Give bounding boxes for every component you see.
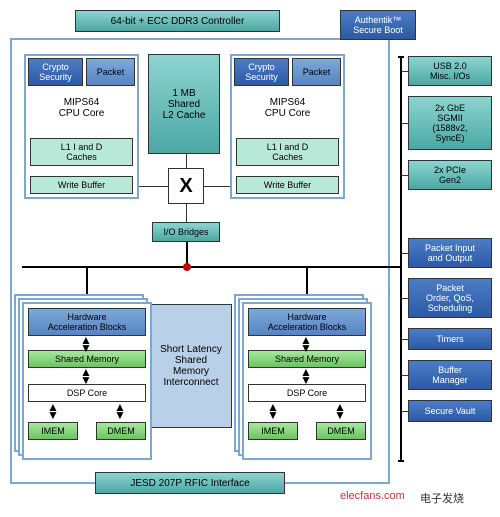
io-bridges: I/O Bridges — [152, 222, 220, 242]
hw-label: Hardware Acceleration Blocks — [48, 312, 127, 332]
cpu-left-core: MIPS64 CPU Core — [28, 88, 135, 128]
hw-label-r: Hardware Acceleration Blocks — [268, 312, 347, 332]
crossbar: X — [168, 168, 204, 204]
dsp-right-imem: IMEM — [248, 422, 298, 440]
rfic-label: JESD 207P RFIC Interface — [130, 478, 249, 489]
rfic-box: JESD 207P RFIC Interface — [95, 472, 285, 494]
connector — [86, 266, 88, 294]
dspcore-label: DSP Core — [67, 388, 107, 398]
pktio-label: Packet Input and Output — [425, 243, 475, 263]
buffer-box: Buffer Manager — [408, 360, 492, 390]
usb-box: USB 2.0 Misc. I/Os — [408, 56, 492, 86]
site-credit: elecfans.com — [340, 490, 405, 502]
vault-box: Secure Vault — [408, 400, 492, 422]
wb-label-r: Write Buffer — [264, 180, 311, 190]
usb-label: USB 2.0 Misc. I/Os — [430, 61, 470, 81]
connector — [306, 266, 308, 294]
connector — [186, 204, 187, 222]
buffer-label: Buffer Manager — [432, 365, 468, 385]
connector — [401, 71, 408, 72]
mips-label: MIPS64 CPU Core — [59, 97, 105, 119]
site-label: elecfans.com — [340, 490, 405, 502]
bus-node-icon — [183, 263, 191, 271]
connector — [401, 375, 408, 376]
cross-label: X — [179, 175, 192, 198]
dsp-right-dmem: DMEM — [316, 422, 366, 440]
l1-label: L1 I and D Caches — [61, 142, 103, 162]
cpu-left-l1: L1 I and D Caches — [30, 138, 133, 166]
arrow-icon: ▲▼ — [47, 403, 59, 419]
pcie-box: 2x PCIe Gen2 — [408, 160, 492, 190]
dspcore-label-r: DSP Core — [287, 388, 327, 398]
imem-label: IMEM — [41, 426, 65, 436]
arrow-icon: ▲▼ — [334, 403, 346, 419]
connector — [401, 123, 408, 124]
packet-label: Packet — [97, 67, 125, 77]
cpu-right-l1: L1 I and D Caches — [236, 138, 339, 166]
cpu-right-core: MIPS64 CPU Core — [234, 88, 341, 128]
timers-label: Timers — [436, 334, 463, 344]
gbe-label: 2x GbE SGMII (1588v2, SyncE) — [432, 103, 467, 143]
pcie-label: 2x PCIe Gen2 — [434, 165, 466, 185]
pkt-io-box: Packet Input and Output — [408, 238, 492, 268]
arrow-icon: ▲▼ — [300, 368, 312, 384]
dmem-label-r: DMEM — [327, 426, 355, 436]
authentik-box: Authentik™ Secure Boot — [340, 10, 416, 40]
iobridge-label: I/O Bridges — [163, 227, 208, 237]
connector — [401, 411, 408, 412]
ddr-label: 64-bit + ECC DDR3 Controller — [111, 16, 245, 27]
arrow-icon: ▲▼ — [114, 403, 126, 419]
connector — [401, 253, 408, 254]
arrow-icon: ▲▼ — [80, 368, 92, 384]
dsp-left-hw: Hardware Acceleration Blocks — [28, 308, 146, 336]
right-bus-cap — [398, 56, 404, 58]
crypto-label-r: Crypto Security — [245, 62, 278, 82]
ddr-controller: 64-bit + ECC DDR3 Controller — [75, 10, 280, 32]
timers-box: Timers — [408, 328, 492, 350]
right-bus-cap2 — [398, 460, 404, 462]
pktorder-label: Packet Order, QoS, Scheduling — [426, 283, 474, 313]
authentik-label: Authentik™ Secure Boot — [353, 15, 403, 35]
bus-line — [22, 266, 400, 268]
arrow-icon: ▲▼ — [80, 336, 92, 352]
cpu-right-packet: Packet — [292, 58, 341, 86]
cpu-right-wb: Write Buffer — [236, 176, 339, 194]
arrow-icon: ▲▼ — [300, 336, 312, 352]
dsp-left-dmem: DMEM — [96, 422, 146, 440]
connector — [401, 298, 408, 299]
cn-label: 电子发烧 — [420, 493, 464, 505]
mips-label-r: MIPS64 CPU Core — [265, 97, 311, 119]
shmem-label-r: Shared Memory — [275, 354, 339, 364]
connector — [401, 175, 408, 176]
vault-label: Secure Vault — [425, 406, 476, 416]
arrow-icon: ▲▼ — [267, 403, 279, 419]
l2-label: 1 MB Shared L2 Cache — [163, 88, 206, 121]
interconnect: Short Latency Shared Memory Interconnect — [150, 304, 232, 428]
shmem-label: Shared Memory — [55, 354, 119, 364]
dsp-left-imem: IMEM — [28, 422, 78, 440]
gbe-box: 2x GbE SGMII (1588v2, SyncE) — [408, 96, 492, 150]
cpu-left-wb: Write Buffer — [30, 176, 133, 194]
pkt-order-box: Packet Order, QoS, Scheduling — [408, 278, 492, 318]
interconnect-label: Short Latency Shared Memory Interconnect — [160, 344, 222, 388]
cpu-left-crypto: Crypto Security — [28, 58, 83, 86]
cn-credit: 电子发烧 — [420, 490, 464, 506]
dsp-right-hw: Hardware Acceleration Blocks — [248, 308, 366, 336]
connector — [204, 186, 230, 187]
right-bus — [400, 58, 402, 460]
cpu-right-crypto: Crypto Security — [234, 58, 289, 86]
imem-label-r: IMEM — [261, 426, 285, 436]
crypto-label: Crypto Security — [39, 62, 72, 82]
connector — [186, 154, 187, 168]
connector — [401, 339, 408, 340]
cpu-left-packet: Packet — [86, 58, 135, 86]
l1-label-r: L1 I and D Caches — [267, 142, 309, 162]
connector — [139, 186, 168, 187]
wb-label: Write Buffer — [58, 180, 105, 190]
dmem-label: DMEM — [107, 426, 135, 436]
l2-cache: 1 MB Shared L2 Cache — [148, 54, 220, 154]
packet-label-r: Packet — [303, 67, 331, 77]
